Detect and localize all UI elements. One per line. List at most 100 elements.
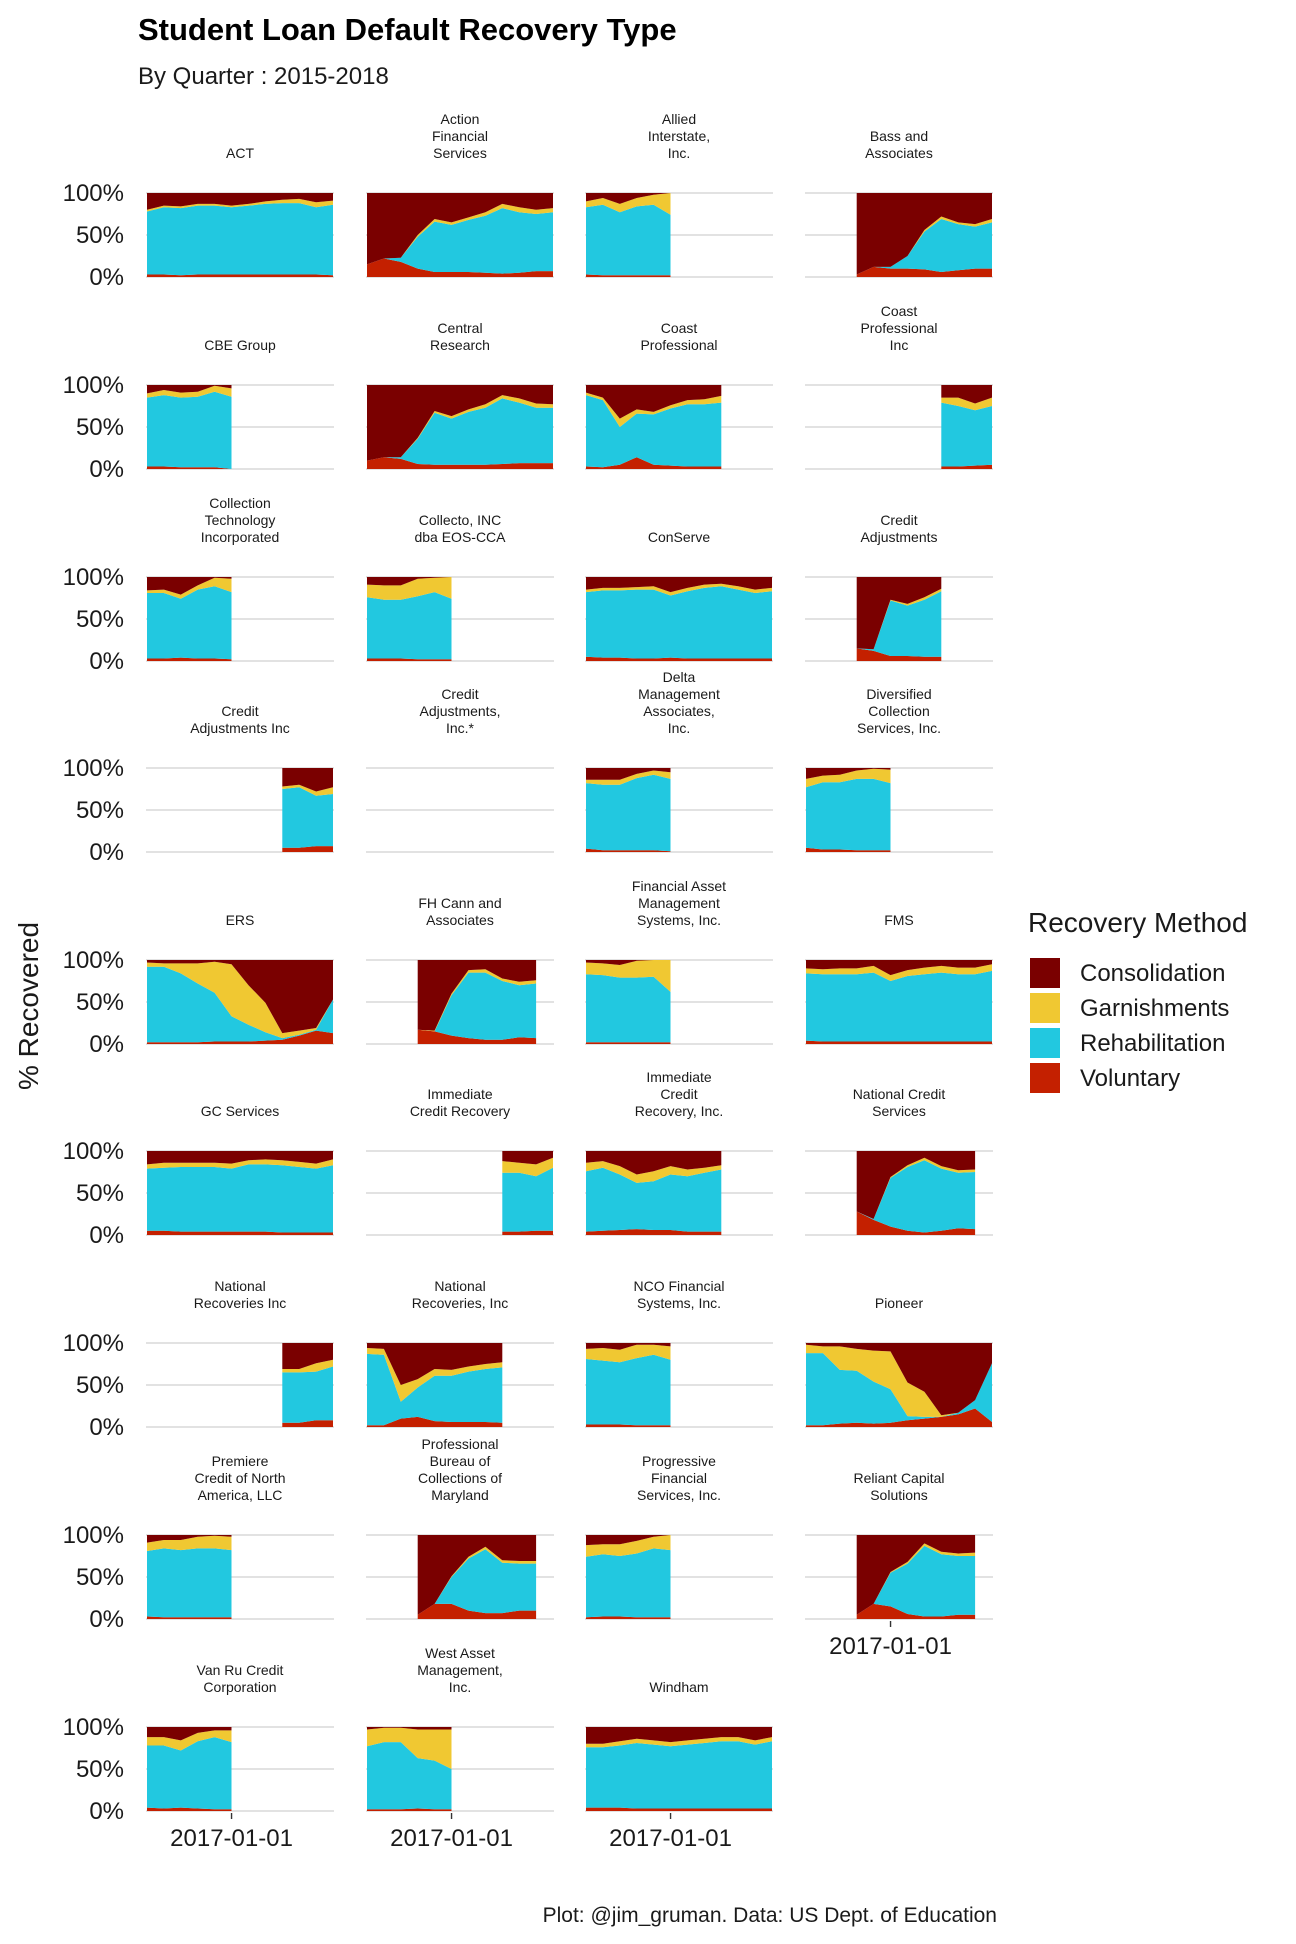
facet-label-line: Allied xyxy=(662,111,696,127)
area-voluntary xyxy=(367,457,553,469)
area-garnishments xyxy=(586,1535,671,1557)
area-garnishments xyxy=(806,768,891,788)
area-consolidation xyxy=(586,385,722,419)
facet-label: Financial Asset Management Systems, Inc. xyxy=(632,878,726,928)
facet-label-line: Bass and xyxy=(870,128,928,144)
x-tick-label: 2017-01-01 xyxy=(829,1633,952,1660)
facet-label: Credit Adjustments xyxy=(860,512,937,545)
facet-panel: Credit Adjustments Inc 0% 50% 100% xyxy=(63,703,334,866)
area-garnishments xyxy=(586,392,722,427)
area-garnishments xyxy=(586,1344,671,1363)
area-voluntary xyxy=(941,464,992,469)
facet-panel: Pioneer xyxy=(805,1295,993,1428)
facet-label-line: Credit of North xyxy=(194,1470,285,1486)
facet-label-line: Progressive xyxy=(642,1453,716,1469)
facet-label: Delta Management Associates, Inc. xyxy=(638,669,720,736)
facet-label-line: Services, Inc. xyxy=(637,1487,721,1503)
facet-label-line: Premiere xyxy=(212,1453,269,1469)
facet-label-line: FMS xyxy=(884,912,914,928)
area-garnishments xyxy=(502,1157,553,1177)
area-consolidation xyxy=(586,577,772,593)
area-consolidation xyxy=(502,1151,553,1165)
area-rehabilitation xyxy=(367,1742,452,1810)
facet-label: Windham xyxy=(649,1679,708,1695)
area-rehabilitation xyxy=(856,591,942,657)
facet-panel: Central Research xyxy=(366,320,554,470)
facet-label-line: Coast xyxy=(881,303,918,319)
area-voluntary xyxy=(147,274,333,277)
y-tick-label: 50% xyxy=(76,606,124,633)
facet-label-line: Windham xyxy=(649,1679,708,1695)
y-tick-label: 50% xyxy=(76,1372,124,1399)
area-garnishments xyxy=(147,1730,232,1751)
facet-label-line: Collections of xyxy=(418,1470,502,1486)
facet-label-line: Services, Inc. xyxy=(857,720,941,736)
facet-label: Coast Professional xyxy=(640,320,717,353)
facet-label-line: Credit Recovery xyxy=(410,1103,510,1119)
area-voluntary xyxy=(367,1416,503,1427)
facet-panel: FMS xyxy=(805,912,993,1045)
facet-label: Premiere Credit of North America, LLC xyxy=(194,1453,285,1503)
area-consolidation xyxy=(147,193,333,210)
facet-label: Credit Adjustments, Inc.* xyxy=(420,686,501,736)
facet-label-line: GC Services xyxy=(201,1103,280,1119)
area-voluntary xyxy=(586,656,772,661)
y-tick-label: 100% xyxy=(63,1714,124,1741)
area-rehabilitation xyxy=(147,1548,232,1618)
x-tick-label: 2017-01-01 xyxy=(609,1825,732,1852)
facet-label-line: Professional xyxy=(860,320,937,336)
area-voluntary xyxy=(502,1230,553,1235)
facet-label: National Recoveries Inc xyxy=(194,1278,287,1311)
facet-label: ERS xyxy=(226,912,255,928)
facet-label: Reliant Capital Solutions xyxy=(853,1470,944,1503)
area-garnishments xyxy=(147,1159,333,1169)
area-voluntary xyxy=(147,1030,333,1044)
area-rehabilitation xyxy=(586,395,722,468)
legend-title: Recovery Method xyxy=(1028,907,1247,938)
facet-label-line: Incorporated xyxy=(201,529,280,545)
facet-label-line: dba EOS-CCA xyxy=(414,529,506,545)
facet-label: Pioneer xyxy=(875,1295,924,1311)
facet-label-line: Associates, xyxy=(643,703,715,719)
area-consolidation xyxy=(417,1535,537,1615)
area-voluntary xyxy=(586,1042,671,1044)
y-tick-label: 100% xyxy=(63,755,124,782)
area-consolidation xyxy=(856,193,992,275)
area-consolidation xyxy=(586,1535,671,1546)
legend-swatch xyxy=(1030,958,1060,988)
facet-panel: Collection Technology Incorporated 0% 50% 100… xyxy=(63,495,334,675)
area-consolidation xyxy=(147,577,232,595)
area-rehabilitation xyxy=(586,774,671,852)
area-voluntary xyxy=(856,1211,976,1235)
area-rehabilitation xyxy=(806,778,891,851)
area-consolidation xyxy=(856,1535,976,1615)
facet-label: Collecto, INC dba EOS-CCA xyxy=(414,512,506,545)
area-rehabilitation xyxy=(586,204,671,276)
facet-panel: Professional Bureau of Collections of Maryl… xyxy=(366,1436,554,1620)
facet-label-line: Corporation xyxy=(203,1679,276,1695)
legend-swatch xyxy=(1030,1063,1060,1093)
area-garnishments xyxy=(586,583,772,596)
facet-panel: Reliant Capital Solutions 2017-01-01 xyxy=(805,1470,993,1660)
legend-item: Garnishments xyxy=(1030,993,1229,1023)
facet-label-line: Inc. xyxy=(668,145,691,161)
facet-label-line: Technology xyxy=(205,512,276,528)
area-rehabilitation xyxy=(367,398,553,465)
facet-label-line: Inc. xyxy=(449,1679,472,1695)
facet-label-line: Financial xyxy=(432,128,488,144)
facet-label-line: ERS xyxy=(226,912,255,928)
area-garnishments xyxy=(367,1727,452,1769)
area-voluntary xyxy=(147,657,232,661)
facet-panel: Progressive Financial Services, Inc. xyxy=(585,1453,773,1620)
facet-panel: Delta Management Associates, Inc. xyxy=(585,669,773,853)
area-consolidation xyxy=(586,193,671,204)
facet-panel: Action Financial Services xyxy=(366,111,554,278)
facet-panel: Van Ru Credit Corporation 0% 50% 100% 2017-01… xyxy=(63,1662,334,1852)
chart-title: Student Loan Default Recovery Type xyxy=(138,12,677,47)
facet-label: NCO Financial Systems, Inc. xyxy=(633,1278,724,1311)
facet-label-line: Credit xyxy=(660,1086,697,1102)
facet-label-line: Immediate xyxy=(427,1086,493,1102)
area-consolidation xyxy=(147,1151,333,1165)
